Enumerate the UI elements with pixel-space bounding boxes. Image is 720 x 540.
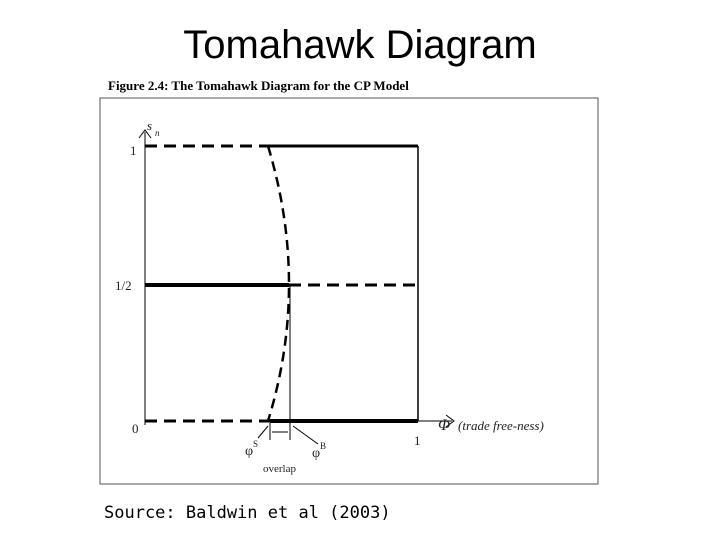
overlap-label: overlap (263, 463, 296, 475)
phi-b-sup: B (320, 441, 326, 451)
diagram (138, 129, 455, 445)
phi-b: φ (312, 446, 320, 461)
phi-s-pointer (257, 425, 269, 439)
y-label-1: 1 (130, 143, 137, 158)
slide-title: Tomahawk Diagram (183, 23, 536, 67)
figure-caption: Figure 2.4: The Tomahawk Diagram for the… (108, 78, 409, 93)
tomahawk-curve (266, 145, 291, 422)
y-label-half: 1/2 (115, 278, 132, 293)
y-label-0: 0 (132, 421, 139, 436)
figure-frame (99, 97, 599, 485)
x-axis-symbol: Φ (438, 417, 450, 434)
x-arrow (445, 414, 455, 428)
phi-s: φ (245, 444, 253, 459)
phi-s-sup: S (253, 439, 258, 449)
source: Source: Baldwin et al (2003) (104, 503, 391, 523)
y-axis-label: s (147, 118, 152, 133)
y-arrow (138, 129, 152, 139)
x-axis-label: (trade free-ness) (458, 418, 544, 433)
y-axis-subscript: n (155, 128, 160, 138)
x-tick-label: 1 (414, 433, 421, 448)
phi-b-pointer (292, 425, 319, 445)
